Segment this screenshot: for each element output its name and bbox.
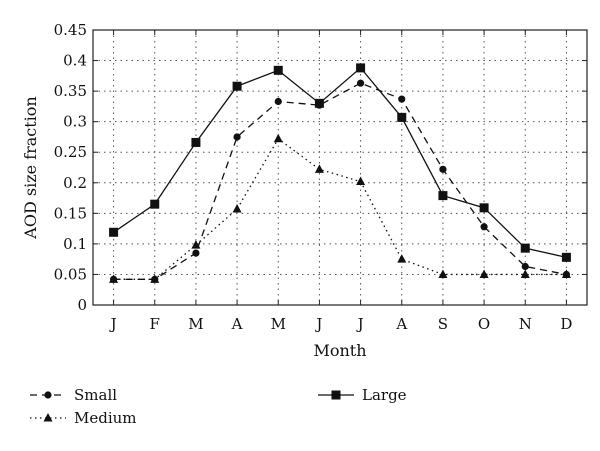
data-point-small — [439, 165, 447, 173]
legend-item-small: Small — [30, 386, 117, 404]
data-point-large — [356, 63, 366, 73]
data-point-small — [480, 223, 488, 231]
x-tick-label: J — [109, 315, 117, 333]
legend-label: Small — [74, 386, 117, 404]
data-point-medium — [191, 240, 201, 249]
x-tick-label: N — [519, 315, 532, 333]
y-tick-label: 0.25 — [54, 143, 87, 161]
legend-label: Medium — [74, 409, 137, 427]
data-point-medium — [314, 164, 324, 173]
data-point-large — [314, 98, 324, 108]
data-point-medium — [438, 269, 448, 278]
legend-marker — [44, 391, 52, 399]
data-point-large — [273, 65, 283, 75]
legend-marker — [43, 413, 53, 422]
y-tick-label: 0.3 — [63, 113, 87, 131]
data-point-large — [109, 227, 119, 237]
x-tick-label: J — [356, 315, 364, 333]
axis-ticks: 0 0.05 0.1 0.15 0.2 0.25 0.3 0.35 0.4 0.45 J F M A M J J… — [54, 21, 587, 333]
y-tick-label: 0.35 — [54, 82, 87, 100]
y-tick-label: 0 — [77, 296, 87, 314]
data-point-large — [520, 243, 530, 253]
data-point-medium — [356, 176, 366, 186]
x-tick-label: M — [271, 315, 286, 333]
x-axis-title: Month — [313, 341, 366, 360]
data-point-medium — [150, 274, 160, 283]
x-tick-label: M — [188, 315, 203, 333]
data-point-medium — [520, 269, 530, 278]
series-layer — [109, 63, 571, 283]
data-point-large — [397, 112, 407, 122]
series-line-medium — [113, 137, 567, 280]
x-tick-label: J — [314, 315, 322, 333]
data-point-large — [150, 199, 160, 209]
data-point-small — [233, 133, 241, 141]
data-point-medium — [109, 274, 119, 283]
legend-item-medium: Medium — [30, 409, 137, 427]
data-point-small — [192, 249, 200, 257]
plot-frame — [92, 29, 588, 306]
grid-lines — [93, 30, 587, 305]
y-tick-label: 0.05 — [54, 265, 87, 283]
x-tick-label: D — [560, 315, 572, 333]
data-point-small — [274, 97, 282, 106]
x-tick-label: F — [150, 315, 160, 333]
data-point-medium — [479, 269, 489, 278]
data-point-small — [398, 95, 406, 103]
x-tick-label: O — [478, 315, 490, 333]
data-point-medium — [397, 254, 407, 263]
x-tick-label: S — [438, 315, 448, 333]
data-point-small — [521, 262, 529, 271]
data-point-medium — [273, 133, 283, 143]
data-point-large — [191, 137, 201, 147]
series-large — [109, 63, 571, 262]
data-point-large — [479, 203, 489, 213]
data-point-small — [356, 79, 365, 87]
x-tick-label: A — [395, 315, 407, 333]
legend-item-large: Large — [318, 386, 407, 404]
data-point-medium — [561, 269, 571, 278]
y-tick-label: 0.4 — [63, 52, 87, 70]
legend: Small Medium Large — [30, 386, 407, 427]
x-tick-label: A — [231, 315, 243, 333]
series-line-small — [113, 82, 567, 280]
y-tick-label: 0.15 — [54, 204, 87, 222]
legend-marker — [331, 390, 341, 400]
data-point-large — [561, 252, 571, 262]
data-point-medium — [232, 204, 242, 213]
y-tick-label: 0.2 — [63, 174, 87, 192]
series-medium — [109, 133, 571, 283]
y-tick-label: 0.45 — [54, 21, 87, 39]
data-point-large — [232, 81, 242, 91]
legend-label: Large — [362, 386, 407, 404]
series-line-large — [113, 66, 567, 258]
y-axis-title: AOD size fraction — [21, 96, 40, 239]
y-tick-label: 0.1 — [63, 235, 87, 253]
data-point-large — [438, 191, 448, 201]
series-small — [109, 79, 571, 283]
